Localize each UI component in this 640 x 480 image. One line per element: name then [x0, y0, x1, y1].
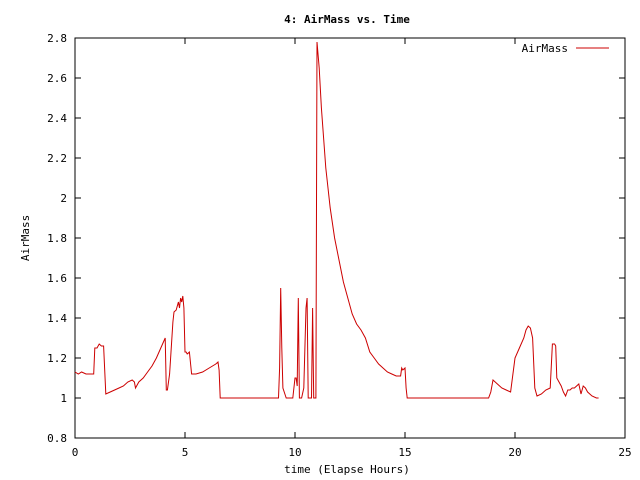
- y-tick-label: 2: [60, 192, 67, 205]
- y-tick-label: 1.6: [47, 272, 67, 285]
- y-tick-label: 2.4: [47, 112, 67, 125]
- y-tick-label: 1.4: [47, 312, 67, 325]
- legend-label: AirMass: [522, 42, 568, 55]
- y-tick-label: 1: [60, 392, 67, 405]
- y-tick-label: 0.8: [47, 432, 67, 445]
- x-tick-label: 10: [288, 446, 301, 459]
- legend: AirMass: [522, 42, 609, 55]
- y-axis-label: AirMass: [19, 215, 32, 261]
- y-tick-label: 2.6: [47, 72, 67, 85]
- y-tick-label: 1.8: [47, 232, 67, 245]
- x-tick-label: 25: [618, 446, 631, 459]
- series-line-airmass: [74, 41, 599, 399]
- x-tick-label: 20: [508, 446, 521, 459]
- x-axis-label: time (Elapse Hours): [284, 463, 410, 476]
- plot-frame: [74, 37, 626, 439]
- series-layer: [74, 41, 599, 399]
- chart-title: 4: AirMass vs. Time: [284, 13, 410, 26]
- y-tick-label: 2.2: [47, 152, 67, 165]
- x-tick-labels: 0 5 10 15 20 25: [72, 446, 632, 459]
- x-tick-label: 5: [182, 446, 189, 459]
- axis-ticks: [74, 37, 626, 439]
- y-tick-label: 1.2: [47, 352, 67, 365]
- y-tick-labels: 0.8 1 1.2 1.4 1.6 1.8 2 2.2 2.4 2.6 2.8: [47, 32, 67, 445]
- x-tick-label: 15: [398, 446, 411, 459]
- y-tick-label: 2.8: [47, 32, 67, 45]
- x-tick-label: 0: [72, 446, 79, 459]
